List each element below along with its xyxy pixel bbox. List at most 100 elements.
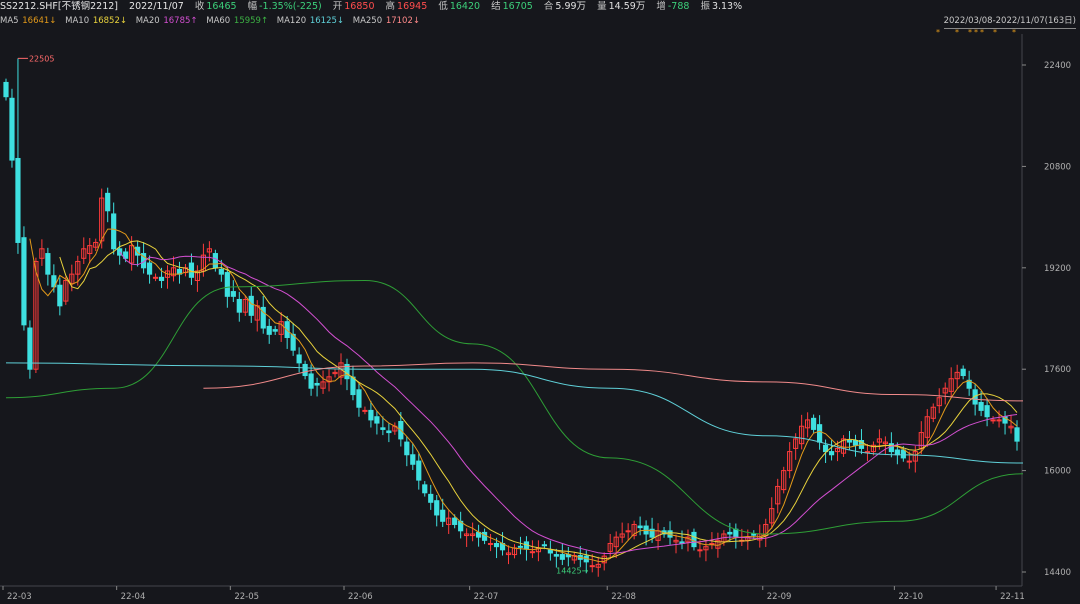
candle-body [972, 389, 978, 405]
candle-body [218, 268, 224, 275]
candle-body [374, 416, 380, 424]
y-tick-label: 22400 [1044, 61, 1071, 71]
candle-body [284, 321, 290, 339]
candle-body [948, 378, 954, 392]
candle-body [81, 248, 87, 259]
ma5-name: MA5 [0, 16, 19, 26]
candle-body [105, 192, 111, 212]
vol-label: 量 [597, 1, 607, 12]
amp-value: -1.35%(-225) [259, 1, 322, 12]
low-value: 16420 [449, 1, 481, 12]
candle-body [386, 430, 392, 434]
candle-body [781, 470, 787, 491]
candle-body [266, 325, 272, 335]
candle-body [930, 406, 936, 419]
close-label: 收 [194, 1, 205, 12]
candle-body [607, 542, 613, 552]
candle-body [464, 533, 470, 537]
candle-body [63, 279, 69, 302]
candle-body [625, 530, 631, 533]
candle-body [775, 485, 781, 505]
candle-body [924, 416, 930, 438]
candle-body [27, 327, 33, 370]
candle-body [547, 549, 553, 554]
x-tick-label: 22-04 [121, 592, 146, 602]
ma20-line [119, 251, 1018, 554]
candle-body [805, 419, 811, 429]
candle-body [33, 260, 39, 370]
candle-body [422, 484, 428, 494]
candle-body [900, 449, 906, 459]
candle-body [362, 409, 368, 412]
high-label: 高 [385, 1, 396, 12]
x-tick-label: 22-09 [767, 592, 792, 602]
candle-body [727, 531, 733, 535]
candle-body [404, 441, 410, 456]
close-value: 16465 [206, 1, 237, 12]
candle-body [45, 253, 51, 275]
candle-body [206, 248, 212, 253]
chg-label: 增 [656, 1, 666, 12]
candle-body [1014, 427, 1020, 442]
candle-body [942, 387, 948, 394]
y-tick-label: 19200 [1044, 264, 1071, 274]
candle-body [571, 555, 577, 561]
ma20-name: MA20 [135, 16, 160, 26]
candle-body [619, 533, 625, 538]
candle-body [93, 241, 99, 248]
candle-body [446, 517, 452, 525]
candle-body [350, 376, 356, 396]
candle-body [990, 419, 996, 422]
x-tick-label: 22-10 [898, 592, 923, 602]
candle-body [242, 298, 248, 313]
open-value: 16850 [344, 1, 375, 12]
ma5-line [29, 228, 1018, 563]
date-label: 2022/11/07 [129, 1, 184, 12]
candle-body [637, 525, 643, 529]
candle-body [99, 197, 105, 242]
candle-body [129, 245, 135, 264]
candle-body [416, 460, 422, 481]
swing-value: 3.13% [711, 1, 743, 12]
candle-body [493, 542, 500, 548]
candle-body [260, 306, 266, 329]
x-tick-label: 22-11 [1000, 592, 1025, 602]
candle-body [996, 419, 1002, 422]
oi-value: 5.99万 [555, 1, 587, 12]
ma60-line [5, 279, 1023, 535]
x-tick-label: 22-05 [234, 592, 259, 602]
candle-body [894, 449, 900, 456]
x-tick-label: 22-08 [611, 592, 636, 602]
candle-body [541, 544, 547, 547]
candle-body [978, 401, 984, 411]
candle-body [984, 405, 990, 418]
candle-body [703, 546, 709, 551]
candle-body [146, 262, 153, 275]
ma-legend: MA5 16641↓ MA10 16852↓ MA20 16785↑ MA60 … [0, 15, 1080, 28]
candle-body [852, 440, 859, 446]
low-annotation: 14425→ [556, 566, 588, 575]
candle-body [152, 276, 159, 279]
ma120-name: MA120 [276, 16, 307, 26]
candle-body [57, 284, 63, 307]
candle-body [290, 333, 296, 351]
ma60-value: 15959↑ [233, 16, 269, 26]
candle-body [248, 295, 254, 316]
ma10-line [59, 240, 1018, 560]
candle-body [428, 493, 434, 503]
star-marker: * [968, 28, 972, 37]
candle-body [487, 542, 494, 545]
candle-body [338, 362, 344, 378]
candle-body [769, 508, 775, 524]
date-range-label[interactable]: 2022/03/08-2022/11/07(163日) [943, 15, 1076, 29]
symbol-label[interactable]: SS2212.SHF[不锈钢2212] [0, 1, 118, 12]
low-label: 低 [438, 1, 448, 12]
candle-body [912, 451, 918, 462]
candle-body [296, 354, 302, 364]
candle-body [368, 409, 374, 421]
candle-body [272, 329, 278, 332]
star-marker: * [993, 28, 997, 37]
candle-body [876, 438, 883, 443]
candle-body [51, 275, 57, 288]
